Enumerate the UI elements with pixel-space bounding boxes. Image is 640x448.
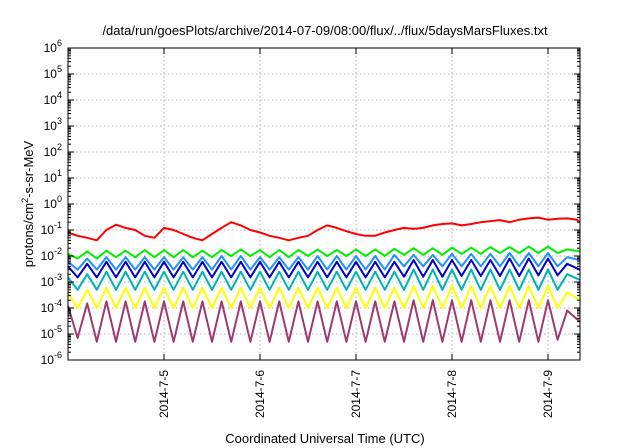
y-tick-base: 10 (41, 301, 55, 315)
y-tick-base: 10 (41, 275, 55, 289)
y-tick-base: 10 (44, 41, 58, 55)
x-tick-label: 2014-7-7 (349, 370, 363, 418)
y-tick-label: 10-6 (41, 350, 62, 367)
y-axis-label-sup: 2 (20, 198, 30, 203)
series-line-7 (67, 299, 581, 343)
x-tick-label: 2014-7-5 (157, 370, 171, 418)
y-tick-base: 10 (44, 67, 58, 81)
chart-title: /data/run/goesPlots/archive/2014-07-09/0… (102, 23, 548, 38)
series-line-3 (67, 252, 580, 271)
y-tick-exponent: 0 (57, 194, 62, 204)
y-tick-label: 10-5 (41, 324, 62, 341)
x-axis-label: Coordinated Universal Time (UTC) (225, 431, 424, 446)
y-tick-label: 106 (44, 38, 62, 55)
series-line-5 (67, 268, 581, 291)
y-tick-base: 10 (41, 223, 55, 237)
series-line-2 (67, 245, 580, 260)
y-tick-base: 10 (44, 171, 58, 185)
y-axis-label: protons/cm2-s-sr-MeV (20, 140, 36, 267)
y-tick-base: 10 (44, 93, 58, 107)
y-tick-exponent: 3 (57, 116, 62, 126)
y-tick-label: 100 (44, 194, 62, 211)
y-tick-base: 10 (41, 249, 55, 263)
y-tick-exponent: -2 (54, 246, 62, 256)
y-tick-label: 104 (44, 90, 62, 107)
y-tick-label: 10-3 (41, 272, 62, 289)
y-tick-label: 10-1 (41, 220, 62, 237)
y-tick-label: 10-4 (41, 298, 62, 315)
x-tick-label: 2014-7-6 (253, 370, 267, 418)
x-tick-label: 2014-7-8 (445, 370, 459, 418)
series-line-4 (67, 257, 581, 279)
y-tick-exponent: 1 (57, 168, 62, 178)
y-tick-base: 10 (44, 197, 58, 211)
y-axis-label-prefix: protons/cm (21, 203, 36, 267)
y-tick-exponent: 5 (57, 64, 62, 74)
y-tick-exponent: 4 (57, 90, 62, 100)
y-tick-exponent: -5 (54, 324, 62, 334)
y-tick-label: 105 (44, 64, 62, 81)
y-tick-base: 10 (41, 327, 55, 341)
series-line-1 (67, 216, 581, 242)
y-tick-base: 10 (44, 119, 58, 133)
y-tick-label: 103 (44, 116, 62, 133)
y-tick-exponent: -4 (54, 298, 62, 308)
grid-layer (68, 48, 580, 360)
y-tick-exponent: 2 (57, 142, 62, 152)
y-axis-label-suffix: -s-sr-MeV (21, 140, 36, 197)
x-tick-label: 2014-7-9 (541, 370, 555, 418)
y-tick-exponent: -1 (54, 220, 62, 230)
y-axis: 10-610-510-410-310-210-11001011021031041… (41, 38, 580, 367)
series-line-6 (67, 285, 581, 309)
y-tick-base: 10 (44, 145, 58, 159)
y-tick-exponent: -6 (54, 350, 62, 360)
y-tick-base: 10 (41, 353, 55, 367)
x-axis: 2014-7-5 2014-7-6 2014-7-7 2014-7-8 2014-7-9 (157, 48, 555, 418)
y-tick-exponent: -3 (54, 272, 62, 282)
y-tick-exponent: 6 (57, 38, 62, 48)
series-layer (67, 216, 581, 343)
y-tick-label: 102 (44, 142, 62, 159)
y-tick-label: 101 (44, 168, 62, 185)
y-tick-label: 10-2 (41, 246, 62, 263)
